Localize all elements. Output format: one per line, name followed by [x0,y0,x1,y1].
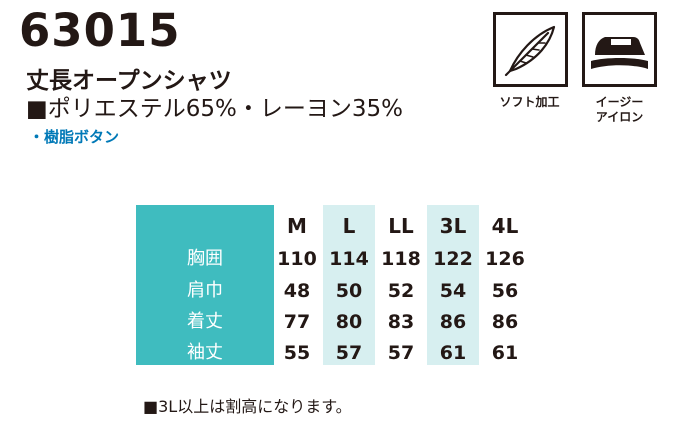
table-cell: 48 [283,280,311,302]
icon-label-easy-iron: イージー アイロン [595,95,644,124]
size-l-column-highlight [323,205,375,365]
table-cell: 61 [439,342,467,364]
table-cell: 57 [335,342,363,364]
icon-label-soft-finish: ソフト加工 [499,95,560,109]
row-label-sleeve: 袖丈 [187,342,223,363]
table-cell: 83 [387,311,415,333]
table-cell: 80 [335,311,363,333]
table-cell: 52 [387,280,415,302]
table-cell: 56 [491,280,519,302]
table-cell: 54 [439,280,467,302]
table-cell: 118 [381,248,421,270]
feature-resin-button: ・樹脂ボタン [29,128,120,146]
row-label-chest: 胸囲 [187,248,223,269]
size-header-m: M [287,214,307,238]
table-cell: 110 [277,248,317,270]
table-cell: 57 [387,342,415,364]
feather-icon [493,12,568,87]
table-cell: 126 [485,248,525,270]
price-note: ■3L以上は割高になります。 [143,397,352,416]
table-cell: 61 [491,342,519,364]
size-header-4l: 4L [491,214,519,238]
fabric-composition: ■ポリエステル65%・レーヨン35% [26,96,403,122]
table-header-block [136,205,274,365]
iron-icon [582,12,657,87]
size-header-l: L [342,214,356,238]
size-header-3l: 3L [439,214,467,238]
table-cell: 114 [329,248,369,270]
size-header-ll: LL [388,214,414,238]
table-cell: 86 [491,311,519,333]
table-cell: 77 [283,311,311,333]
row-label-length: 着丈 [187,311,223,332]
product-code: 63015 [19,4,181,57]
table-cell: 86 [439,311,467,333]
table-cell: 50 [335,280,363,302]
size-3l-column-highlight [427,205,479,365]
row-label-shoulder: 肩巾 [187,280,223,301]
size-table: M L LL 3L 4L 胸囲 110 114 118 122 126 肩巾 4… [136,205,536,365]
table-cell: 122 [433,248,473,270]
product-name: 丈長オープンシャツ [26,68,232,94]
table-cell: 55 [283,342,311,364]
